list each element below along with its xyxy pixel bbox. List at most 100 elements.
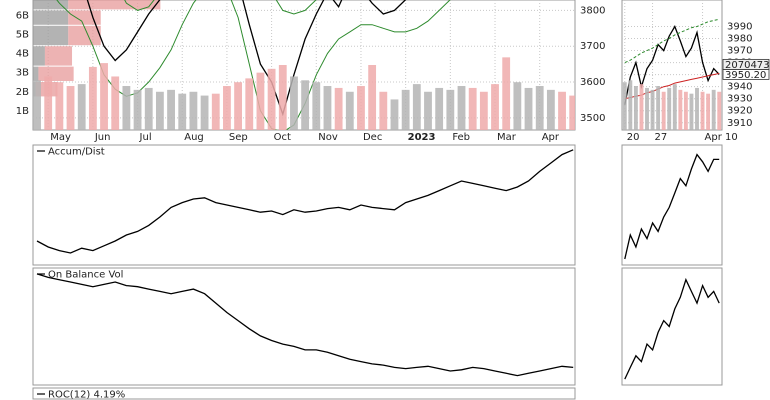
y-tick-label: 3980 xyxy=(727,34,752,45)
volume-bar xyxy=(711,89,716,130)
y-tick-label: 3990 xyxy=(727,21,752,32)
volume-bar xyxy=(122,86,131,130)
volume-bar xyxy=(33,80,41,130)
volume-bar xyxy=(558,91,566,130)
volume-bar xyxy=(245,78,254,130)
volume-bar xyxy=(144,87,153,130)
volume-bar xyxy=(200,95,209,130)
volume-bar xyxy=(546,89,555,130)
x-tick-label: Aug xyxy=(184,132,204,143)
volume-bar xyxy=(256,72,265,130)
plot-area xyxy=(36,273,574,377)
volume-bar xyxy=(412,84,421,130)
volume-tick-label: 2B xyxy=(16,87,29,98)
y-tick-label: 3500 xyxy=(580,113,605,124)
panel xyxy=(32,144,576,266)
vbp-down xyxy=(68,10,101,25)
volume-bar xyxy=(267,68,276,130)
x-tick-label: Apr xyxy=(542,132,560,143)
volume-bar xyxy=(189,91,198,130)
vbp-up xyxy=(33,0,69,10)
volume-bar xyxy=(401,89,410,130)
volume-bar xyxy=(379,91,388,130)
volume-bar xyxy=(513,82,522,130)
volume-bar xyxy=(211,93,220,130)
series-line xyxy=(36,273,574,377)
x-tick-label: Apr 10 xyxy=(705,132,738,143)
volume-bar xyxy=(155,91,164,130)
x-tick-label: 20 xyxy=(627,132,640,143)
volume-bar xyxy=(457,86,466,130)
volume-bar xyxy=(650,89,655,130)
volume-bar xyxy=(633,86,638,130)
vbp-down xyxy=(68,25,101,46)
panel xyxy=(621,267,723,386)
x-tick-label: Jul xyxy=(139,132,152,143)
volume-tick-label: 4B xyxy=(16,49,29,60)
x-tick-label: Nov xyxy=(318,132,338,143)
volume-bar xyxy=(656,86,661,130)
volume-tick-label: 1B xyxy=(16,106,29,117)
volume-bar xyxy=(77,84,86,130)
series-line xyxy=(124,0,317,15)
volume-bar xyxy=(535,86,544,130)
x-tick-label: Mar xyxy=(497,132,517,143)
vbp-up xyxy=(33,25,69,46)
panel xyxy=(621,0,723,131)
volume-bar xyxy=(167,89,175,130)
series-line xyxy=(36,149,574,254)
volume-tick-label: 6B xyxy=(16,10,29,21)
plot-area xyxy=(622,0,722,130)
volume-bar xyxy=(502,57,511,130)
volume-bar xyxy=(468,87,477,130)
volume-bar xyxy=(706,93,711,130)
volume-bar xyxy=(301,80,310,130)
volume-bar xyxy=(491,84,499,130)
panel-title: ROC(12) 4.19% xyxy=(48,390,125,400)
y-tick-label: 3940 xyxy=(727,82,752,93)
plot-area xyxy=(33,0,575,130)
volume-tick-label: 3B xyxy=(16,68,29,79)
volume-bar xyxy=(479,91,488,130)
volume-bar xyxy=(111,76,120,130)
panel xyxy=(32,267,576,386)
series-line xyxy=(624,277,720,380)
volume-bar xyxy=(446,89,455,130)
volume-bar xyxy=(683,91,688,130)
x-tick-label: 27 xyxy=(655,132,668,143)
volume-bar xyxy=(345,91,354,130)
x-tick-label: Dec xyxy=(363,132,382,143)
y-tick-label: 3600 xyxy=(580,77,605,88)
y-tick-label: 3970 xyxy=(727,46,752,57)
volume-bar xyxy=(435,87,444,130)
y-tick-label: 3910 xyxy=(727,118,752,129)
volume-bar xyxy=(569,95,575,130)
panel xyxy=(32,387,576,400)
x-tick-label: Sep xyxy=(229,132,248,143)
volume-bar xyxy=(278,65,287,130)
x-tick-label: 2023 xyxy=(408,132,436,143)
y-tick-label: 3930 xyxy=(727,94,752,105)
y-tick-label: 3700 xyxy=(580,41,605,52)
volume-bar xyxy=(290,76,298,130)
volume-bar xyxy=(334,87,343,130)
series-line xyxy=(624,153,720,260)
volume-bar xyxy=(424,91,432,130)
volume-bar xyxy=(661,91,666,130)
volume-bar xyxy=(55,82,64,130)
y-tick-label: 3800 xyxy=(580,5,605,16)
volume-bar xyxy=(88,66,97,130)
panel-title: Accum/Dist xyxy=(48,147,105,158)
volume-bar xyxy=(524,87,533,130)
panel xyxy=(621,144,723,266)
volume-marker-box xyxy=(722,58,770,70)
volume-marker-label: 2070473 xyxy=(725,60,770,71)
volume-bar xyxy=(700,91,705,130)
x-tick-label: Jun xyxy=(94,132,111,143)
volume-bar xyxy=(133,89,142,130)
volume-bar xyxy=(622,82,627,130)
volume-bar xyxy=(312,82,321,130)
volume-bar xyxy=(717,91,722,130)
volume-bar xyxy=(639,84,644,130)
